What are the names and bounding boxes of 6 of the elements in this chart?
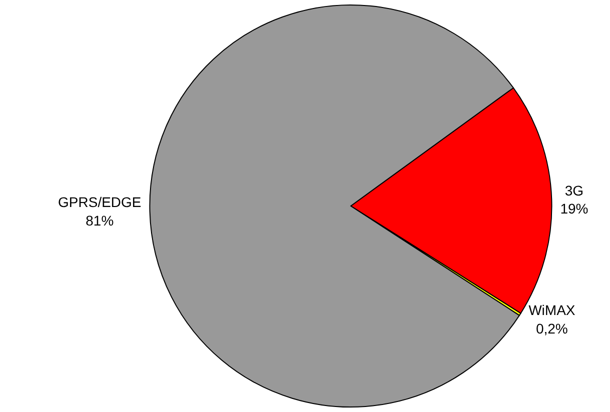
data-label: 81% <box>86 212 114 228</box>
data-label: 0,2% <box>536 320 568 336</box>
slice-label: GPRS/EDGE <box>58 194 142 210</box>
slice-label: WiMAX <box>528 302 576 318</box>
data-label: 19% <box>560 200 588 217</box>
slice-label: 3G <box>564 182 584 198</box>
